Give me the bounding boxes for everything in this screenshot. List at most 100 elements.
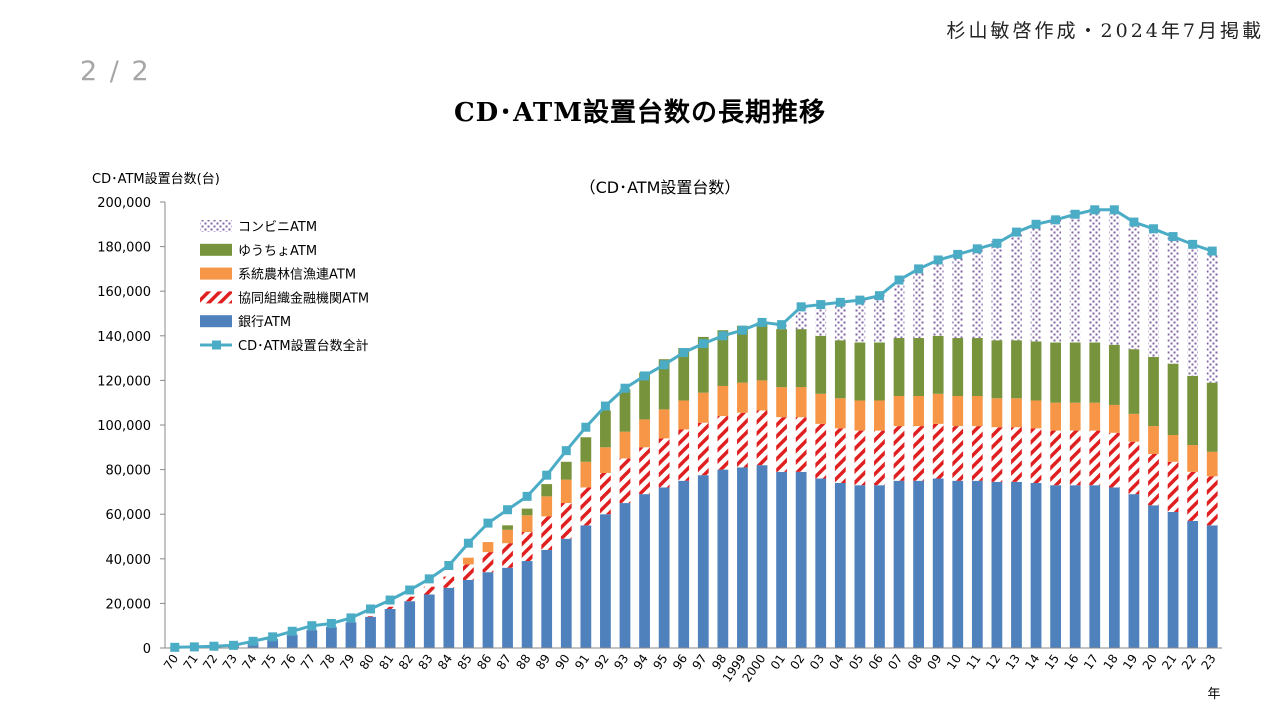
bar-segment-1 — [795, 417, 807, 472]
bar-segment-1 — [1148, 453, 1159, 506]
total-point-marker — [1168, 232, 1178, 242]
total-point-marker — [855, 295, 865, 305]
x-tick-label: 73 — [220, 652, 240, 673]
bar-segment-1 — [678, 429, 690, 481]
bar-segment-4 — [834, 302, 846, 341]
bar-segment-3 — [600, 410, 611, 448]
x-tick-label: 92 — [592, 652, 612, 673]
legend-label: 銀行ATM — [238, 315, 291, 330]
bar-segment-1 — [893, 426, 905, 481]
y-tick-label: 40,000 — [106, 553, 152, 568]
bar-segment-0 — [1069, 485, 1081, 648]
legend-swatch-marker — [212, 340, 221, 350]
total-point-marker — [796, 302, 806, 312]
total-point-marker — [1090, 205, 1100, 215]
bar-segment-1 — [560, 503, 572, 539]
bar-segment-2 — [541, 496, 553, 517]
bar-segment-2 — [854, 400, 866, 431]
bar-segment-2 — [639, 419, 650, 448]
legend-label: コンビニATM — [238, 220, 317, 235]
bar-segment-3 — [580, 437, 592, 462]
x-tick-label: 03 — [807, 652, 827, 673]
bar-segment-4 — [971, 247, 983, 339]
legend-swatch — [200, 243, 232, 256]
bar-segment-3 — [1011, 340, 1022, 399]
bar-segment-0 — [932, 478, 944, 648]
legend-swatch — [200, 291, 232, 304]
legend-swatch — [200, 315, 232, 328]
bar-segment-2 — [795, 387, 807, 418]
bar-segment-4 — [1206, 253, 1218, 383]
bar-segment-2 — [1128, 413, 1140, 442]
y-tick-label: 60,000 — [106, 508, 152, 523]
bar-segment-0 — [1148, 505, 1159, 648]
bar-segment-3 — [991, 340, 1003, 399]
bar-segment-0 — [874, 485, 885, 648]
total-point-marker — [953, 249, 963, 259]
x-tick-label: 85 — [455, 652, 475, 673]
bar-segment-0 — [854, 485, 866, 648]
y-tick-label: 20,000 — [106, 597, 152, 612]
author-credit: 杉山敏啓作成・2024年7月掲載 — [946, 20, 1264, 42]
bar-segment-0 — [697, 475, 709, 648]
total-point-marker — [992, 238, 1002, 248]
total-point-marker — [189, 642, 199, 652]
x-tick-label: 18 — [1101, 652, 1121, 673]
bar-segment-2 — [658, 409, 670, 439]
bar-segment-1 — [737, 412, 748, 468]
total-point-marker — [424, 574, 434, 584]
bar-segment-3 — [1206, 382, 1218, 452]
total-point-marker — [698, 339, 708, 349]
bar-segment-0 — [443, 587, 455, 648]
bar-segment-2 — [1030, 400, 1042, 429]
x-tick-label: 96 — [670, 652, 690, 673]
x-axis-unit-label: 年 — [1207, 687, 1220, 702]
bar-segment-1 — [463, 564, 474, 580]
x-tick-label: 94 — [631, 652, 651, 673]
bar-segment-3 — [541, 484, 553, 497]
bar-segment-1 — [952, 426, 964, 481]
bar-segment-0 — [1187, 520, 1199, 648]
total-point-marker — [835, 297, 845, 307]
x-tick-label: 09 — [924, 652, 944, 673]
bar-segment-0 — [815, 478, 827, 648]
x-tick-label: 19 — [1120, 652, 1140, 673]
bar-segment-2 — [991, 398, 1003, 428]
y-tick-label: 0 — [143, 642, 151, 657]
total-point-marker — [640, 371, 650, 381]
bar-segment-1 — [1069, 430, 1081, 486]
total-point-marker — [914, 264, 924, 274]
bar-segment-1 — [717, 416, 729, 470]
bar-segment-0 — [737, 467, 748, 648]
x-tick-label: 91 — [572, 652, 592, 673]
bar-segment-0 — [521, 561, 533, 648]
y-tick-label: 120,000 — [97, 374, 151, 389]
x-tick-label: 07 — [885, 652, 905, 673]
bar-segment-0 — [971, 480, 983, 648]
bar-segment-4 — [1108, 210, 1120, 345]
total-point-marker — [816, 300, 826, 310]
total-point-marker — [561, 446, 571, 456]
bar-segment-0 — [541, 549, 553, 648]
bar-segment-1 — [834, 428, 846, 483]
bar-segment-4 — [854, 300, 866, 343]
bar-segment-0 — [1050, 485, 1062, 648]
bar-segment-4 — [1167, 236, 1179, 364]
bar-segment-0 — [658, 487, 670, 648]
bar-segment-0 — [267, 639, 279, 648]
legend-label: CD･ATM設置台数全計 — [238, 338, 369, 354]
x-tick-label: 82 — [396, 652, 416, 673]
bar-segment-1 — [932, 423, 944, 479]
bar-segment-2 — [1011, 398, 1022, 428]
x-tick-label: 80 — [357, 652, 377, 673]
x-tick-label: 16 — [1061, 652, 1081, 673]
bar-segment-1 — [697, 422, 709, 476]
legend-swatch — [200, 267, 232, 280]
total-point-marker — [444, 560, 454, 570]
bar-segment-0 — [1011, 481, 1022, 648]
y-tick-label: 160,000 — [97, 285, 151, 300]
x-tick-label: 05 — [846, 652, 866, 673]
bar-segment-1 — [756, 410, 768, 466]
x-tick-label: 97 — [690, 652, 710, 673]
